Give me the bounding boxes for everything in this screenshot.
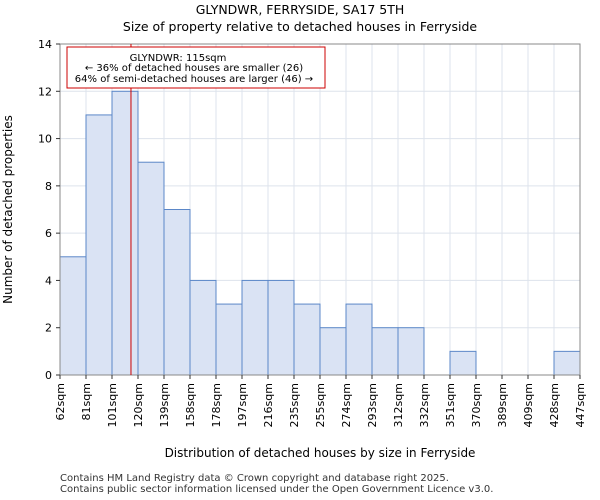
bar-274sqm: [345, 303, 373, 376]
bar-216sqm: [267, 279, 295, 376]
x-tick-label: 332sqm: [418, 383, 431, 427]
x-tick-label: 409sqm: [522, 383, 535, 427]
x-tick-label: 312sqm: [392, 383, 405, 427]
annotation-line-3: 64% of semi-detached houses are larger (…: [75, 74, 313, 85]
x-tick-label: 370sqm: [470, 383, 483, 427]
annotation-box: [66, 46, 326, 89]
bar-351sqm: [449, 350, 477, 376]
x-tick-label: 197sqm: [236, 383, 249, 427]
bar-81sqm: [85, 114, 113, 376]
bar-293sqm: [371, 327, 399, 376]
x-tick-label: 178sqm: [210, 383, 223, 427]
bar-158sqm: [189, 279, 217, 376]
x-tick-label: 120sqm: [132, 383, 145, 427]
x-axis-label: Distribution of detached houses by size …: [165, 446, 476, 460]
bar-120sqm: [137, 161, 165, 376]
x-tick-label: 274sqm: [340, 383, 353, 427]
bar-62sqm: [59, 256, 87, 376]
y-tick-label: 14: [38, 38, 52, 51]
y-tick-label: 12: [38, 85, 52, 98]
bar-255sqm: [319, 327, 347, 376]
x-tick-label: 62sqm: [54, 383, 67, 420]
bar-101sqm: [111, 90, 139, 376]
y-axis-label: Number of detached properties: [1, 115, 15, 304]
y-tick-label: 2: [45, 322, 52, 335]
bar-178sqm: [215, 303, 243, 376]
chart-title: GLYNDWR, FERRYSIDE, SA17 5TH: [195, 2, 405, 17]
footer-line-1: Contains HM Land Registry data © Crown c…: [60, 473, 449, 484]
x-tick-label: 101sqm: [106, 383, 119, 427]
annotation-line-1: GLYNDWR: 115sqm: [130, 53, 227, 64]
x-tick-label: 351sqm: [444, 383, 457, 427]
y-tick-label: 6: [45, 227, 52, 240]
y-tick-label: 0: [45, 369, 52, 382]
x-tick-label: 81sqm: [80, 383, 93, 420]
annotation-line-2: ← 36% of detached houses are smaller (26…: [85, 63, 303, 74]
bar-235sqm: [293, 303, 321, 376]
x-tick-label: 447sqm: [574, 383, 587, 427]
y-tick-label: 10: [38, 133, 52, 146]
chart-subtitle: Size of property relative to detached ho…: [122, 19, 478, 34]
x-tick-label: 389sqm: [496, 383, 509, 427]
bar-139sqm: [163, 209, 191, 376]
y-tick-label: 8: [45, 180, 52, 193]
bar-197sqm: [241, 279, 269, 376]
x-tick-label: 255sqm: [314, 383, 327, 427]
y-tick-label: 4: [45, 274, 52, 287]
x-tick-label: 293sqm: [366, 383, 379, 427]
bar-312sqm: [397, 327, 425, 376]
footer-line-2: Contains public sector information licen…: [60, 484, 494, 495]
x-tick-label: 235sqm: [288, 383, 301, 427]
x-tick-label: 158sqm: [184, 383, 197, 427]
x-tick-label: 139sqm: [158, 383, 171, 427]
x-tick-label: 216sqm: [262, 383, 275, 427]
bar-428sqm: [553, 350, 581, 376]
x-tick-label: 428sqm: [548, 383, 561, 427]
